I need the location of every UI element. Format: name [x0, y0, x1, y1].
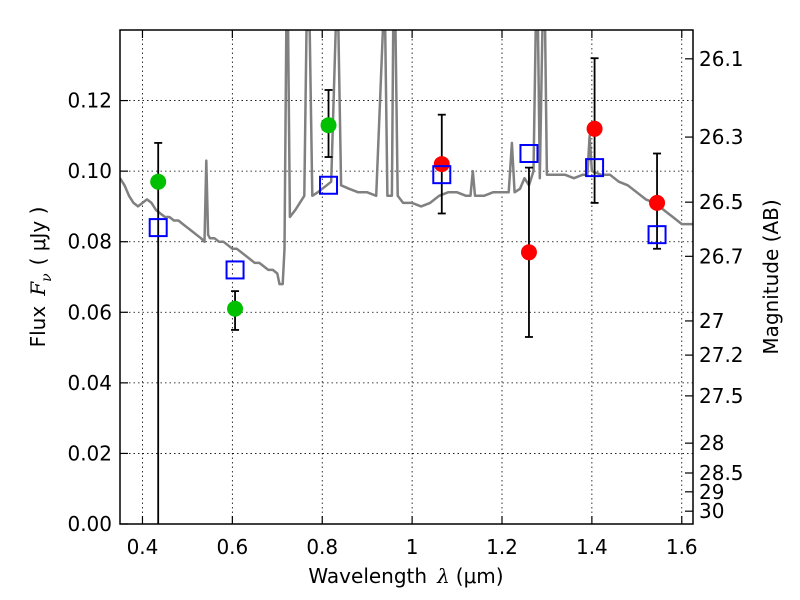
model-point-square — [647, 225, 667, 245]
model-point-square — [148, 218, 168, 238]
y2-tick-label: 28.5 — [699, 461, 744, 485]
x-tick-label: 1 — [406, 535, 419, 559]
x-tick-label: 1.4 — [576, 535, 608, 559]
x-tick-label: 1.2 — [486, 535, 518, 559]
observed-point-green — [150, 173, 167, 190]
errorbars-group — [154, 57, 662, 524]
x-axis-label: Wavelength λ (μm) — [308, 564, 503, 588]
observed-point-red — [649, 194, 666, 211]
observed-point-green — [227, 300, 244, 317]
y-axis-label: FluxFν( μJy ) — [26, 207, 55, 348]
model-point-square — [319, 175, 339, 195]
y2-tick-label: 27 — [699, 309, 724, 333]
y-tick-label: 0.04 — [67, 371, 112, 395]
template-spectrum-group — [120, 30, 693, 286]
model-point-square — [519, 144, 539, 163]
observed-point-green — [320, 117, 337, 134]
x-tick-label: 1.6 — [666, 535, 698, 559]
y2-tick-label: 27.5 — [699, 384, 744, 408]
y-tick-label: 0.10 — [67, 159, 112, 183]
y2-tick-label: 26.1 — [699, 47, 744, 71]
y2-axis-label: Magnitude (AB) — [759, 199, 783, 354]
y2-tick-label: 26.3 — [699, 125, 744, 149]
y2-tick-label: 28 — [699, 431, 724, 455]
y-tick-label: 0.00 — [67, 512, 112, 536]
observed-point-red — [520, 244, 537, 261]
y2-tick-label: 27.2 — [699, 343, 744, 367]
y2-tick-label: 30 — [699, 499, 724, 523]
y2-tick-label: 26.7 — [699, 244, 744, 268]
observed-point-red — [433, 156, 450, 173]
y-tick-label: 0.08 — [67, 230, 112, 254]
grid — [120, 30, 693, 524]
model-point-square — [432, 165, 452, 185]
y2-tick-label: 29 — [699, 480, 724, 504]
x-tick-label: 0.6 — [216, 535, 248, 559]
observed-point-red — [586, 120, 603, 137]
y-tick-label: 0.12 — [67, 89, 112, 113]
model-point-square — [585, 158, 605, 178]
y2-tick-label: 26.5 — [699, 190, 744, 214]
x-tick-label: 0.4 — [127, 535, 159, 559]
template-spectrum-line — [120, 30, 693, 286]
y-tick-label: 0.06 — [67, 300, 112, 324]
model-point-square — [225, 260, 245, 280]
y-axis-symbol: F — [26, 281, 50, 297]
plot-frame — [119, 29, 694, 525]
x-ticks: 0.4 0.6 0.8 1 1.2 1.4 1.6 — [127, 30, 698, 559]
y-tick-label: 0.02 — [67, 441, 112, 465]
x-tick-label: 0.8 — [306, 535, 338, 559]
x-axis-symbol: λ — [436, 564, 450, 588]
markers-group — [148, 117, 667, 317]
y-ticks: 0.00 0.02 0.04 0.06 0.08 0.10 0.12 — [67, 89, 128, 536]
